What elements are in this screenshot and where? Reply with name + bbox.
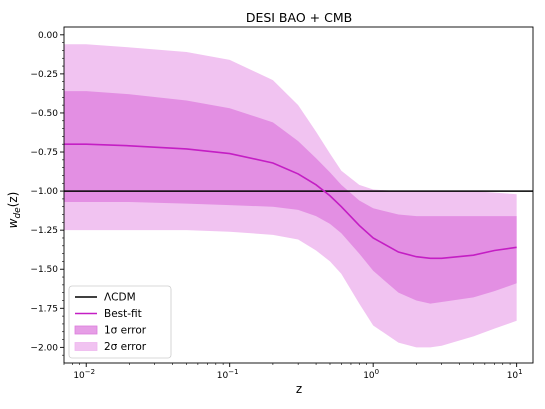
plot-frame	[63, 26, 534, 364]
y-tick-label: −0.75	[30, 148, 58, 158]
y-axis-label-arg: (z)	[6, 192, 20, 208]
legend-label: 1σ error	[104, 325, 147, 337]
x-tick-label: 10−1	[217, 368, 239, 381]
x-tick-label: 10−2	[73, 368, 95, 381]
y-tick-label: −1.50	[30, 265, 58, 275]
legend-label: ΛCDM	[104, 292, 136, 304]
y-tick-label: −1.00	[30, 187, 58, 197]
legend-box	[68, 285, 172, 359]
y-tick-label: −1.25	[30, 226, 58, 236]
y-tick-label: −0.50	[30, 109, 58, 119]
x-tick-label: 100	[363, 368, 379, 381]
plot-series	[64, 44, 533, 348]
band-1sigma	[64, 91, 517, 304]
y-axis-label-main: w	[6, 218, 20, 228]
y-tick-label: −0.25	[30, 70, 58, 80]
x-tick-label: 101	[507, 368, 523, 381]
legend-swatch	[74, 342, 98, 351]
chart-title: DESI BAO + CMB	[246, 10, 352, 25]
y-tick-label: 0.00	[38, 31, 58, 41]
legend-label: Best-fit	[104, 308, 142, 320]
x-axis-label: z	[296, 382, 302, 396]
y-axis-label: wde(z)	[6, 192, 23, 229]
best-fit-line	[64, 143, 517, 260]
legend-label: 2σ error	[104, 341, 147, 353]
legend: ΛCDM Best-fit 1σ error 2σ error	[68, 285, 172, 359]
axes: 0.00 −0.25 −0.50 −0.75 −1.00 −1.25 −1.50 −1.75 −…	[30, 26, 534, 381]
y-tick-label: −1.75	[30, 304, 58, 314]
plot-area	[64, 44, 533, 348]
legend-swatch	[74, 325, 98, 335]
y-tick-label: −2.00	[30, 343, 58, 353]
y-axis-label-sub: de	[13, 207, 23, 219]
